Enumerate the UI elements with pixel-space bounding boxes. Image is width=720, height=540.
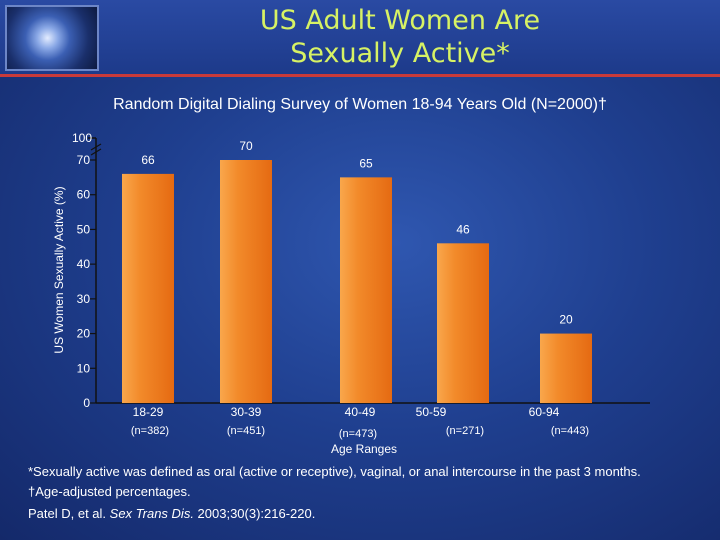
y-tick-label: 30 xyxy=(77,292,91,306)
bar xyxy=(437,243,489,403)
y-tick-label: 60 xyxy=(77,188,91,202)
x-tick-label: 18-29 xyxy=(133,405,164,419)
bar xyxy=(340,177,392,403)
axis-break-mark xyxy=(90,143,102,151)
footnote-definition: *Sexually active was defined as oral (ac… xyxy=(28,464,641,479)
axis-break-mark xyxy=(90,148,102,156)
y-tick-label: 70 xyxy=(77,153,91,167)
x-count-label: (n=451) xyxy=(227,425,265,437)
y-tick-label: 50 xyxy=(77,222,91,236)
bar xyxy=(540,333,592,403)
footnote-adjusted: †Age-adjusted percentages. xyxy=(28,484,191,499)
x-axis-label: Age Ranges xyxy=(331,442,397,456)
header-bar xyxy=(0,0,720,75)
citation-rest: 2003;30(3):216-220. xyxy=(193,506,316,521)
title-line-1: US Adult Women Are xyxy=(259,5,541,36)
x-tick-label: 50-59 xyxy=(416,405,447,419)
x-count-label: (n=443) xyxy=(551,425,589,437)
data-label: 46 xyxy=(456,222,470,236)
bar xyxy=(220,160,272,403)
logo-image xyxy=(5,5,99,71)
y-tick-label-top: 100 xyxy=(72,131,92,145)
bar xyxy=(122,173,174,403)
chart-bars xyxy=(122,160,592,403)
citation-authors: Patel D, et al. xyxy=(28,506,110,521)
header-divider xyxy=(0,74,720,77)
data-label: 70 xyxy=(239,139,253,153)
data-label: 20 xyxy=(559,313,573,327)
x-count-label: (n=382) xyxy=(131,425,169,437)
y-axis-label: US Women Sexually Active (%) xyxy=(52,186,66,353)
y-tick-label: 40 xyxy=(77,257,91,271)
x-tick-label: 60-94 xyxy=(529,405,560,419)
x-tick-label: 30-39 xyxy=(231,405,262,419)
title-line-2: Sexually Active* xyxy=(290,38,510,69)
slide-title: US Adult Women Are Sexually Active* xyxy=(120,4,680,70)
chart-labels: 100 0 10 20 30 40 50 60 70 US Women Sexually Acti… xyxy=(52,131,589,456)
x-count-label: (n=271) xyxy=(446,425,484,437)
data-label: 66 xyxy=(141,153,155,167)
data-label: 65 xyxy=(359,156,373,170)
y-tick-label: 0 xyxy=(83,396,90,410)
x-tick-label: 40-49 xyxy=(345,405,376,419)
y-tick-label: 20 xyxy=(77,327,91,341)
chart-subtitle: Random Digital Dialing Survey of Women 1… xyxy=(113,96,607,113)
footnote-citation: Patel D, et al. Sex Trans Dis. 2003;30(3… xyxy=(28,506,315,521)
x-count-label: (n=473) xyxy=(339,428,377,440)
y-tick-label: 10 xyxy=(77,361,91,375)
citation-journal: Sex Trans Dis. xyxy=(109,506,194,521)
